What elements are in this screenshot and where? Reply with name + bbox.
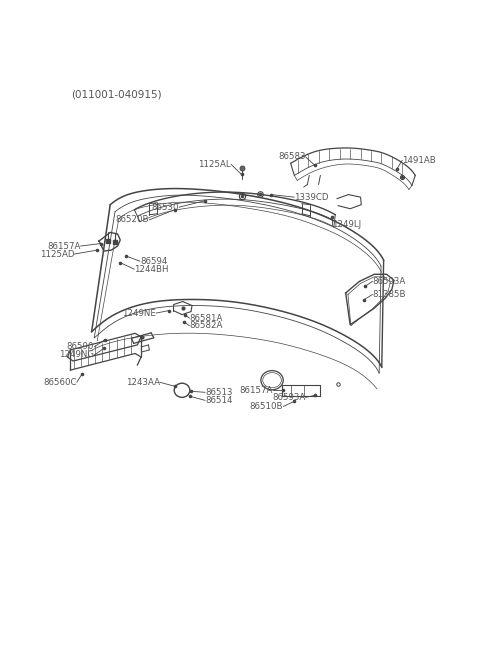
Text: 86510B: 86510B bbox=[250, 402, 283, 411]
Text: 81385B: 81385B bbox=[372, 290, 406, 299]
Text: 1249NE: 1249NE bbox=[122, 309, 156, 318]
Text: 1249NG: 1249NG bbox=[59, 350, 94, 360]
Text: 86581A: 86581A bbox=[190, 314, 223, 323]
Text: 86157A: 86157A bbox=[240, 386, 273, 395]
Text: 86530: 86530 bbox=[152, 202, 179, 212]
Text: 1244BH: 1244BH bbox=[134, 265, 169, 274]
Text: (011001-040915): (011001-040915) bbox=[71, 90, 162, 100]
Text: 1125AD: 1125AD bbox=[40, 250, 74, 259]
Text: 86514: 86514 bbox=[205, 396, 233, 405]
Text: 86157A: 86157A bbox=[47, 242, 81, 251]
Text: 86560C: 86560C bbox=[43, 378, 77, 386]
Text: 86583: 86583 bbox=[278, 152, 305, 161]
Text: 1125AL: 1125AL bbox=[199, 160, 231, 169]
Text: 86594: 86594 bbox=[140, 257, 168, 266]
Text: 86593A: 86593A bbox=[272, 393, 305, 402]
Text: 86590: 86590 bbox=[67, 343, 94, 352]
Text: 86513: 86513 bbox=[205, 388, 233, 397]
Text: 1339CD: 1339CD bbox=[294, 193, 329, 202]
Text: 1491AB: 1491AB bbox=[402, 156, 436, 165]
Text: 1243AA: 1243AA bbox=[126, 378, 160, 386]
Text: 86582A: 86582A bbox=[190, 321, 223, 330]
Text: 1249LJ: 1249LJ bbox=[332, 220, 360, 229]
Text: 86520B: 86520B bbox=[116, 215, 149, 224]
Text: 86593A: 86593A bbox=[372, 277, 406, 286]
